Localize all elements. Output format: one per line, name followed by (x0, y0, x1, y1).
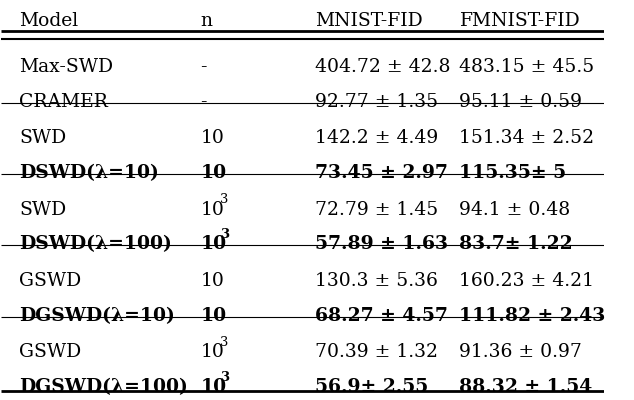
Text: DGSWD(λ=100): DGSWD(λ=100) (20, 378, 188, 396)
Text: 56.9± 2.55: 56.9± 2.55 (315, 378, 428, 396)
Text: 10: 10 (200, 236, 226, 254)
Text: 160.23 ± 4.21: 160.23 ± 4.21 (460, 272, 595, 290)
Text: 91.36 ± 0.97: 91.36 ± 0.97 (460, 343, 583, 361)
Text: GSWD: GSWD (20, 343, 82, 361)
Text: SWD: SWD (20, 200, 67, 218)
Text: Model: Model (20, 12, 79, 30)
Text: n: n (200, 12, 212, 30)
Text: 115.35± 5: 115.35± 5 (460, 164, 567, 182)
Text: 10: 10 (200, 343, 224, 361)
Text: 10: 10 (200, 272, 224, 290)
Text: DSWD(λ=10): DSWD(λ=10) (20, 164, 159, 182)
Text: SWD: SWD (20, 129, 67, 147)
Text: 483.15 ± 45.5: 483.15 ± 45.5 (460, 58, 595, 76)
Text: 10: 10 (200, 164, 226, 182)
Text: 130.3 ± 5.36: 130.3 ± 5.36 (315, 272, 437, 290)
Text: -: - (200, 58, 207, 76)
Text: 92.77 ± 1.35: 92.77 ± 1.35 (315, 93, 438, 111)
Text: Max-SWD: Max-SWD (20, 58, 113, 76)
Text: 10: 10 (200, 129, 224, 147)
Text: -: - (200, 93, 207, 111)
Text: 70.39 ± 1.32: 70.39 ± 1.32 (315, 343, 438, 361)
Text: 83.7± 1.22: 83.7± 1.22 (460, 236, 573, 254)
Text: 10: 10 (200, 378, 226, 396)
Text: DGSWD(λ=10): DGSWD(λ=10) (20, 307, 175, 325)
Text: MNIST-FID: MNIST-FID (315, 12, 423, 30)
Text: 151.34 ± 2.52: 151.34 ± 2.52 (460, 129, 595, 147)
Text: DSWD(λ=100): DSWD(λ=100) (20, 236, 172, 254)
Text: 73.45 ± 2.97: 73.45 ± 2.97 (315, 164, 448, 182)
Text: 404.72 ± 42.8: 404.72 ± 42.8 (315, 58, 450, 76)
Text: GSWD: GSWD (20, 272, 82, 290)
Text: 94.1 ± 0.48: 94.1 ± 0.48 (460, 200, 571, 218)
Text: 3: 3 (220, 228, 230, 241)
Text: 3: 3 (220, 193, 229, 206)
Text: 142.2 ± 4.49: 142.2 ± 4.49 (315, 129, 438, 147)
Text: 88.32 ± 1.54: 88.32 ± 1.54 (460, 378, 593, 396)
Text: 10: 10 (200, 200, 224, 218)
Text: FMNIST-FID: FMNIST-FID (460, 12, 580, 30)
Text: 3: 3 (220, 336, 229, 349)
Text: 95.11 ± 0.59: 95.11 ± 0.59 (460, 93, 583, 111)
Text: 111.82 ± 2.43: 111.82 ± 2.43 (460, 307, 606, 325)
Text: 3: 3 (220, 371, 230, 384)
Text: 72.79 ± 1.45: 72.79 ± 1.45 (315, 200, 438, 218)
Text: 68.27 ± 4.57: 68.27 ± 4.57 (315, 307, 448, 325)
Text: 10: 10 (200, 307, 226, 325)
Text: 57.89 ± 1.63: 57.89 ± 1.63 (315, 236, 448, 254)
Text: CRAMER: CRAMER (20, 93, 108, 111)
